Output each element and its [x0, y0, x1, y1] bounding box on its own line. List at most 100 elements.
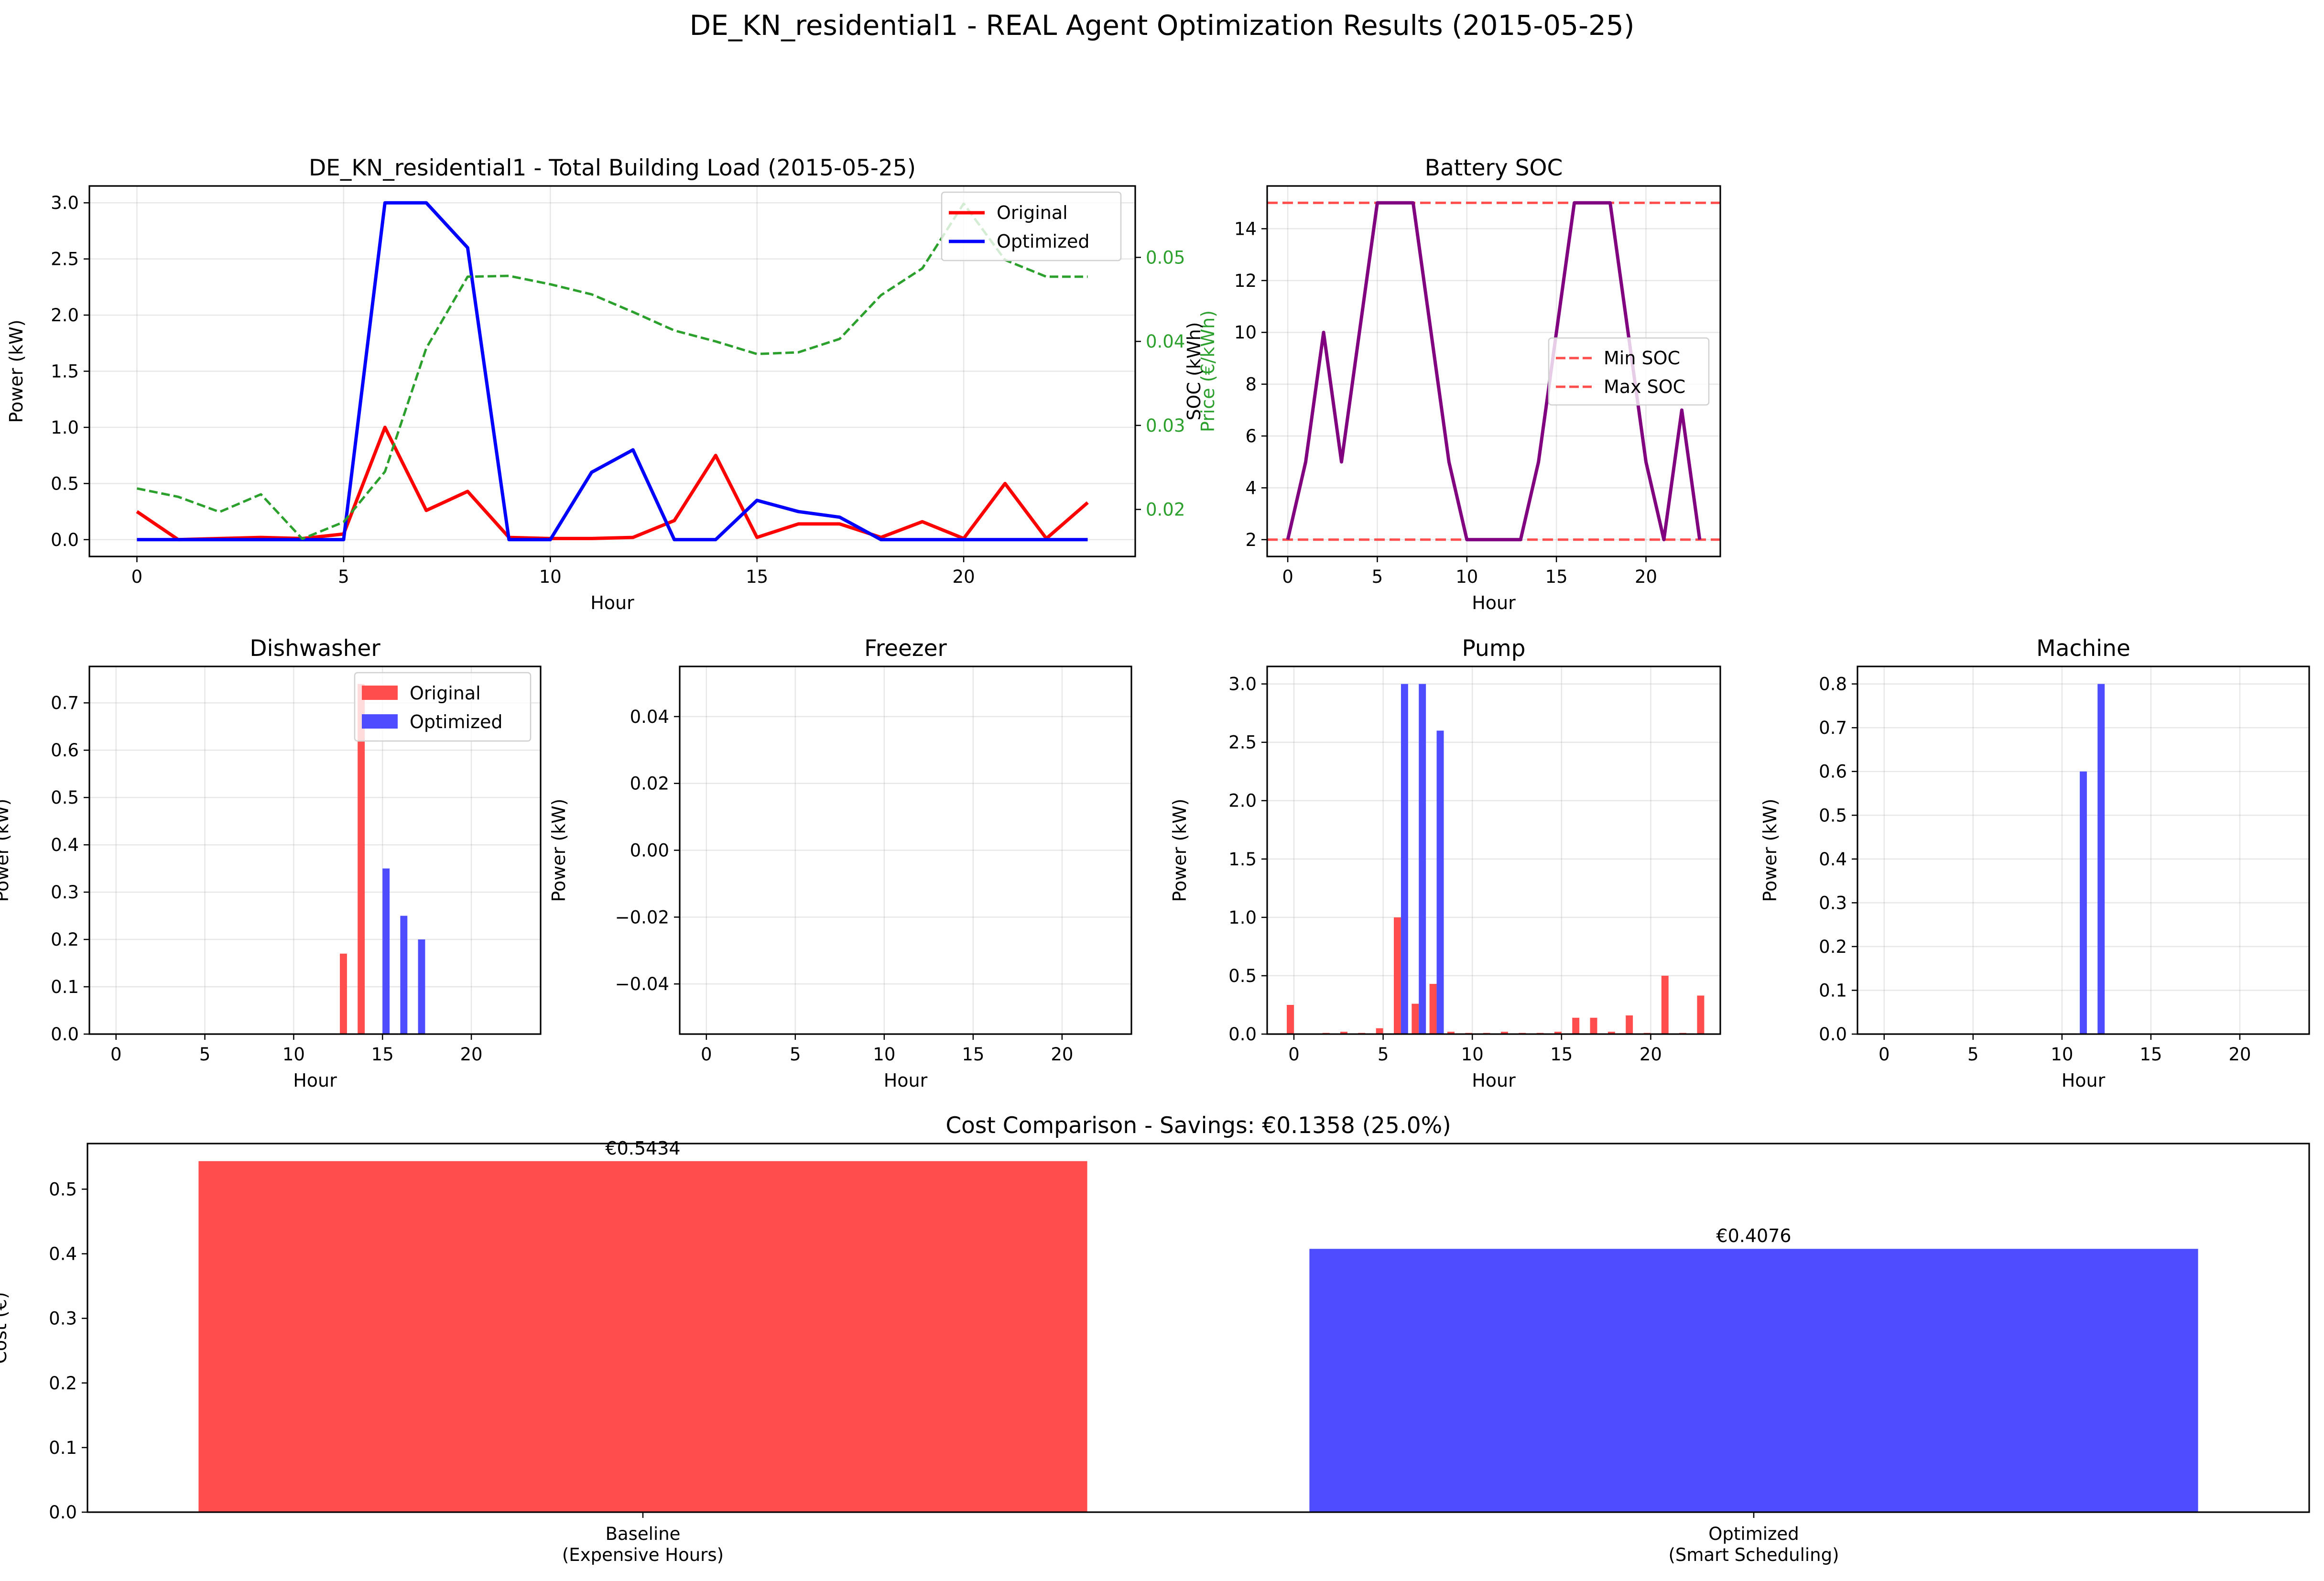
y-tick-label: 3.0 [51, 193, 79, 213]
y-tick-label: 1.0 [1228, 907, 1257, 928]
cost-bar-label: €0.5434 [605, 1138, 680, 1159]
y-tick-label: 1.5 [1228, 849, 1257, 870]
y-tick-label: 2.5 [1228, 732, 1257, 753]
y-tick-label: −0.02 [615, 907, 669, 927]
y-tick-label: 0.3 [1819, 893, 1847, 913]
bar-original [1554, 1032, 1562, 1034]
bar-original [1340, 1032, 1347, 1034]
y-tick-label: 2.0 [1228, 791, 1257, 811]
y-tick-label: 0.0 [51, 1024, 79, 1045]
bar-optimized [2097, 684, 2105, 1034]
category-label: Optimized [1708, 1524, 1799, 1544]
x-tick-label: 5 [790, 1044, 801, 1065]
y-tick-label: 1.5 [51, 361, 79, 382]
legend-label: Original [410, 683, 481, 704]
y-axis-label: Power (kW) [548, 798, 569, 902]
bar-original [1626, 1015, 1633, 1034]
axes-frame [87, 1143, 2310, 1513]
series-line-optimized [137, 201, 1088, 542]
y-tick-label: 0.6 [51, 740, 79, 761]
y-tick-label: 0.0 [1819, 1024, 1847, 1045]
chart-title: Pump [1462, 635, 1526, 662]
x-tick-label: 15 [371, 1044, 394, 1065]
x-tick-label: 0 [131, 567, 143, 587]
legend-box [941, 191, 1122, 262]
legend-label: Optimized [410, 711, 503, 732]
x-tick-label: 20 [2228, 1044, 2251, 1065]
y-tick-label: 0.1 [1819, 980, 1847, 1001]
y-tick-label: 3.0 [1228, 674, 1257, 695]
x-tick-label: 20 [460, 1044, 483, 1065]
y-right-tick-label: 0.04 [1146, 331, 1185, 352]
chart-pump: 0 5 10 15 20 0.0 0.5 1.0 1.5 2.0 2.5 3.0 Pump Hour Pow… [1169, 635, 1721, 1091]
bar-original [1376, 1028, 1383, 1034]
chart-title: DE_KN_residential1 - Total Building Load… [309, 155, 916, 181]
x-tick-label: 15 [2139, 1044, 2162, 1065]
series-line-price [136, 202, 1088, 540]
y-tick-label: 2.5 [51, 249, 79, 270]
y-tick-label: 0.04 [630, 707, 669, 727]
bar-original [1412, 1003, 1419, 1034]
x-axis-label: Hour [293, 1070, 337, 1091]
x-tick-label: 5 [199, 1044, 211, 1065]
legend-label: Original [997, 202, 1068, 223]
bar-original [1697, 995, 1705, 1034]
y-tick-label: 0.6 [1819, 762, 1847, 782]
y-tick-label: 0.7 [51, 693, 79, 713]
x-tick-label: 15 [1545, 567, 1568, 587]
y-tick-label: 2 [1245, 530, 1257, 550]
y-tick-label: 0.2 [51, 929, 79, 950]
x-tick-label: 20 [953, 567, 975, 587]
x-tick-label: 10 [2051, 1044, 2073, 1065]
y-right-tick-label: 0.05 [1146, 247, 1185, 268]
category-label: (Smart Scheduling) [1668, 1545, 1839, 1565]
chart-soc: 0 5 10 15 20 2 4 6 8 10 12 14 Battery SOC Hour SOC (kW… [1184, 155, 1721, 613]
x-tick-label: 15 [1550, 1044, 1573, 1065]
bar-original [1572, 1017, 1580, 1034]
y-tick-label: 0.0 [49, 1502, 77, 1523]
bar-original [1393, 917, 1401, 1034]
x-tick-label: 5 [338, 567, 349, 587]
x-tick-label: 15 [746, 567, 768, 587]
y-tick-label: 0.02 [630, 774, 669, 794]
chart-cost: €0.5434 Baseline(Expensive Hours) €0.4076 O… [0, 1112, 2310, 1565]
x-axis-label: Hour [884, 1070, 928, 1091]
category-label: (Expensive Hours) [562, 1545, 724, 1565]
legend-swatch [362, 686, 398, 700]
bar-optimized [1401, 684, 1408, 1034]
legend-box [354, 672, 532, 742]
bar-original [1447, 1032, 1455, 1034]
y-axis-label: SOC (kWh) [1184, 322, 1205, 421]
x-axis-label: Hour [2062, 1070, 2106, 1091]
bar-original [1661, 975, 1669, 1034]
x-tick-label: 20 [1635, 567, 1657, 587]
x-tick-label: 10 [873, 1044, 895, 1065]
bar-optimized [400, 916, 408, 1034]
x-tick-label: 0 [1288, 1044, 1300, 1065]
y-right-tick-label: 0.03 [1146, 415, 1185, 436]
y-tick-label: 2.0 [51, 305, 79, 326]
y-tick-label: 10 [1234, 322, 1257, 343]
x-axis-label: Hour [590, 592, 634, 613]
y-tick-label: 8 [1245, 374, 1257, 395]
y-tick-label: 0.5 [51, 473, 79, 494]
x-axis-label: Hour [1472, 592, 1516, 613]
x-tick-label: 10 [539, 567, 562, 587]
y-tick-label: 0.2 [49, 1373, 77, 1394]
y-axis-label: Power (kW) [1759, 798, 1781, 902]
bar-original [1500, 1032, 1508, 1034]
y-tick-label: 0.1 [51, 977, 79, 997]
y-axis-label: Power (kW) [1169, 798, 1190, 902]
y-right-axis-label: Price (€/kWh) [1197, 310, 1218, 432]
bar-optimized [418, 939, 425, 1034]
legend-label: Optimized [997, 231, 1090, 252]
x-tick-label: 15 [962, 1044, 984, 1065]
y-tick-label: 0.5 [1819, 805, 1847, 826]
y-tick-label: 0.7 [1819, 718, 1847, 738]
legend-label: Min SOC [1604, 348, 1680, 369]
axes-frame [88, 665, 542, 1035]
y-tick-label: −0.04 [615, 974, 669, 994]
y-tick-label: 0.5 [51, 787, 79, 808]
x-tick-label: 0 [1282, 567, 1293, 587]
